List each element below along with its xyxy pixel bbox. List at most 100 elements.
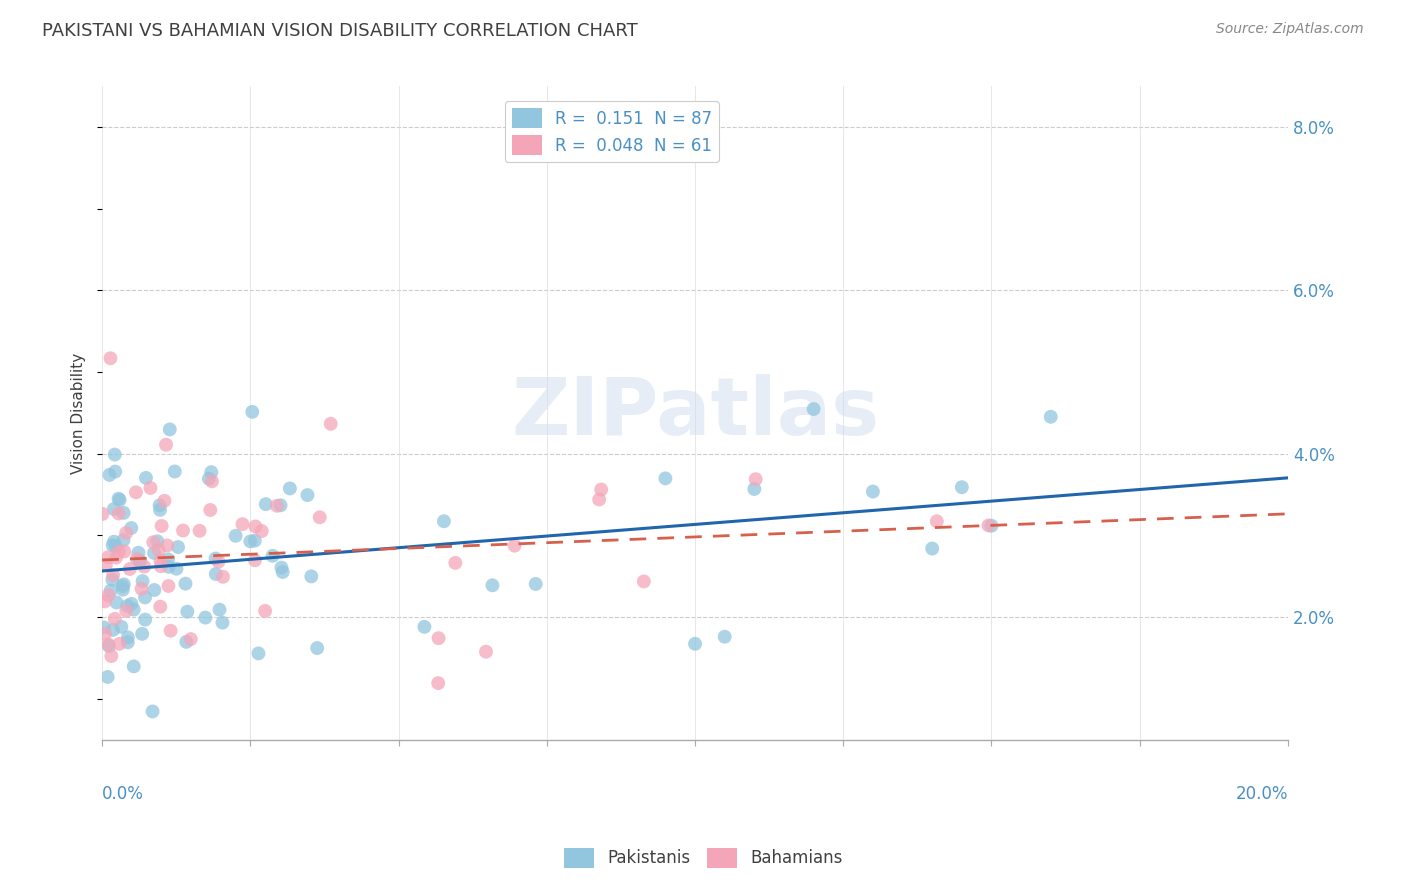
Point <box>198 472 221 486</box>
Point <box>231 517 253 532</box>
Point <box>101 538 124 552</box>
Point <box>149 599 172 614</box>
Point <box>112 577 135 591</box>
Point <box>121 597 143 611</box>
Point <box>245 519 267 533</box>
Point <box>243 553 266 567</box>
Point <box>266 499 288 513</box>
Point <box>134 613 156 627</box>
Point <box>167 540 190 554</box>
Point <box>128 554 150 568</box>
Point <box>143 582 166 597</box>
Point <box>149 553 172 567</box>
Point <box>980 518 1002 533</box>
Point <box>112 544 135 558</box>
Point <box>481 578 503 592</box>
Legend: Pakistanis, Bahamians: Pakistanis, Bahamians <box>557 841 849 875</box>
Point <box>591 483 613 497</box>
Point <box>921 541 943 556</box>
Point <box>127 546 149 560</box>
Point <box>100 648 122 663</box>
Point <box>104 465 127 479</box>
Text: 20.0%: 20.0% <box>1236 785 1288 804</box>
Point <box>104 540 127 554</box>
Y-axis label: Vision Disability: Vision Disability <box>72 352 86 474</box>
Point <box>100 351 122 366</box>
Point <box>174 576 197 591</box>
Point <box>148 543 170 558</box>
Point <box>101 573 124 587</box>
Point <box>278 482 301 496</box>
Point <box>131 627 153 641</box>
Point <box>131 582 153 596</box>
Point <box>135 471 157 485</box>
Point <box>862 484 884 499</box>
Point <box>172 524 194 538</box>
Point <box>131 574 153 588</box>
Point <box>97 670 120 684</box>
Point <box>97 550 120 565</box>
Point <box>163 465 186 479</box>
Point <box>744 482 766 496</box>
Text: PAKISTANI VS BAHAMIAN VISION DISABILITY CORRELATION CHART: PAKISTANI VS BAHAMIAN VISION DISABILITY … <box>42 22 638 40</box>
Point <box>204 567 226 582</box>
Point <box>208 602 231 616</box>
Point <box>157 579 180 593</box>
Point <box>1039 409 1062 424</box>
Point <box>104 448 127 462</box>
Point <box>427 676 450 690</box>
Point <box>475 645 498 659</box>
Point <box>122 602 145 616</box>
Point <box>166 562 188 576</box>
Point <box>176 635 198 649</box>
Point <box>254 604 277 618</box>
Point <box>977 518 1000 533</box>
Point <box>503 539 526 553</box>
Point <box>98 467 121 482</box>
Point <box>143 546 166 560</box>
Point <box>683 637 706 651</box>
Point <box>433 514 456 528</box>
Text: Source: ZipAtlas.com: Source: ZipAtlas.com <box>1216 22 1364 37</box>
Point <box>142 705 165 719</box>
Point <box>925 514 948 528</box>
Point <box>319 417 342 431</box>
Point <box>180 632 202 647</box>
Point <box>200 465 222 479</box>
Point <box>297 488 319 502</box>
Text: ZIPatlas: ZIPatlas <box>510 374 879 452</box>
Point <box>117 599 139 613</box>
Point <box>122 659 145 673</box>
Point <box>201 475 224 489</box>
Point <box>103 534 125 549</box>
Text: 0.0%: 0.0% <box>103 785 143 804</box>
Point <box>250 524 273 538</box>
Point <box>118 562 141 576</box>
Point <box>125 485 148 500</box>
Point <box>117 631 139 645</box>
Point <box>156 539 179 553</box>
Point <box>803 402 825 417</box>
Point <box>105 595 128 609</box>
Point <box>117 635 139 649</box>
Point <box>212 570 235 584</box>
Point <box>308 510 330 524</box>
Point <box>134 591 156 605</box>
Point <box>950 480 973 494</box>
Point <box>194 610 217 624</box>
Point <box>427 631 450 645</box>
Point <box>110 620 132 634</box>
Point <box>157 559 180 574</box>
Point <box>299 569 322 583</box>
Point <box>188 524 211 538</box>
Point <box>588 492 610 507</box>
Point <box>97 637 120 651</box>
Point <box>111 582 134 597</box>
Point <box>654 471 676 485</box>
Legend: R =  0.151  N = 87, R =  0.048  N = 61: R = 0.151 N = 87, R = 0.048 N = 61 <box>505 101 718 161</box>
Point <box>97 639 120 653</box>
Point <box>155 438 177 452</box>
Point <box>413 620 436 634</box>
Point <box>153 493 176 508</box>
Point <box>240 405 263 419</box>
